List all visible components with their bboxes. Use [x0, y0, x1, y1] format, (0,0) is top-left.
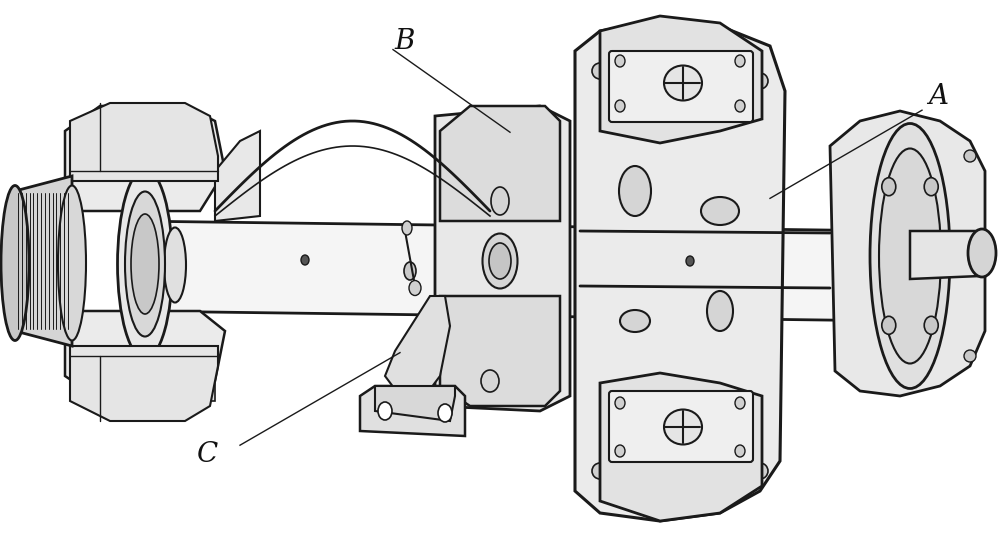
Ellipse shape — [752, 463, 768, 479]
Polygon shape — [575, 21, 785, 521]
Ellipse shape — [707, 291, 733, 331]
Ellipse shape — [664, 409, 702, 445]
Ellipse shape — [482, 234, 518, 289]
FancyBboxPatch shape — [609, 391, 753, 462]
Text: C: C — [197, 441, 219, 468]
Ellipse shape — [615, 100, 625, 112]
Ellipse shape — [301, 255, 309, 265]
Ellipse shape — [752, 73, 768, 89]
Polygon shape — [375, 386, 455, 421]
Ellipse shape — [924, 316, 938, 334]
Ellipse shape — [164, 228, 186, 302]
Ellipse shape — [58, 186, 86, 341]
FancyBboxPatch shape — [609, 51, 753, 122]
Polygon shape — [385, 296, 450, 396]
Ellipse shape — [879, 149, 941, 364]
Polygon shape — [440, 106, 560, 221]
Polygon shape — [215, 131, 260, 221]
Ellipse shape — [131, 214, 159, 314]
Ellipse shape — [968, 229, 996, 277]
Text: A: A — [928, 83, 948, 110]
Ellipse shape — [615, 397, 625, 409]
Ellipse shape — [409, 280, 421, 295]
Polygon shape — [75, 346, 215, 401]
Ellipse shape — [964, 350, 976, 362]
Ellipse shape — [118, 169, 173, 359]
Polygon shape — [440, 296, 560, 406]
Polygon shape — [910, 231, 980, 279]
Ellipse shape — [481, 370, 499, 392]
Ellipse shape — [882, 316, 896, 334]
Ellipse shape — [701, 197, 739, 225]
Ellipse shape — [592, 63, 608, 79]
Ellipse shape — [378, 402, 392, 420]
Ellipse shape — [964, 150, 976, 162]
Polygon shape — [15, 176, 72, 346]
Ellipse shape — [402, 221, 412, 235]
Ellipse shape — [620, 310, 650, 332]
Polygon shape — [65, 311, 225, 396]
Ellipse shape — [924, 178, 938, 196]
Polygon shape — [130, 221, 900, 321]
Polygon shape — [65, 106, 225, 211]
Ellipse shape — [882, 178, 896, 196]
Polygon shape — [70, 346, 218, 421]
Ellipse shape — [735, 55, 745, 67]
Ellipse shape — [686, 256, 694, 266]
Ellipse shape — [592, 463, 608, 479]
Ellipse shape — [125, 192, 165, 337]
Ellipse shape — [664, 66, 702, 100]
Polygon shape — [600, 373, 762, 521]
Ellipse shape — [735, 397, 745, 409]
Ellipse shape — [735, 100, 745, 112]
Polygon shape — [830, 111, 985, 396]
Polygon shape — [360, 386, 465, 436]
Ellipse shape — [1, 186, 29, 341]
Ellipse shape — [615, 55, 625, 67]
Text: B: B — [395, 28, 415, 55]
Ellipse shape — [489, 243, 511, 279]
Ellipse shape — [438, 404, 452, 422]
Ellipse shape — [870, 123, 950, 388]
Ellipse shape — [615, 445, 625, 457]
Ellipse shape — [619, 166, 651, 216]
Polygon shape — [600, 16, 762, 143]
Polygon shape — [70, 103, 218, 181]
Ellipse shape — [735, 445, 745, 457]
Ellipse shape — [491, 187, 509, 215]
Ellipse shape — [404, 262, 416, 280]
Polygon shape — [435, 106, 570, 411]
